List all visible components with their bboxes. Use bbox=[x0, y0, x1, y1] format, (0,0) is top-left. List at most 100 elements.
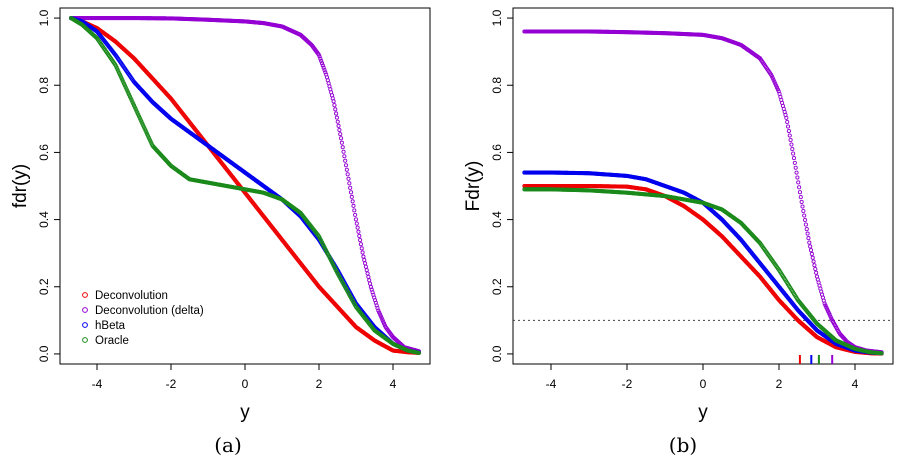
series-oracle bbox=[522, 187, 884, 356]
legend-marker bbox=[82, 337, 88, 343]
data-point bbox=[796, 180, 801, 185]
data-point bbox=[798, 195, 803, 200]
data-point bbox=[361, 254, 366, 259]
x-tick-label: 2 bbox=[316, 377, 323, 391]
panel-caption: (a) bbox=[214, 433, 242, 457]
y-tick-label: 0.2 bbox=[490, 278, 504, 295]
data-point bbox=[795, 175, 800, 180]
data-point bbox=[338, 132, 343, 137]
data-point bbox=[364, 268, 369, 273]
data-point bbox=[786, 124, 791, 129]
data-point bbox=[323, 70, 328, 75]
y-tick-label: 1.0 bbox=[37, 9, 51, 26]
legend-label: Oracle bbox=[95, 335, 129, 347]
data-point bbox=[797, 190, 803, 195]
data-point bbox=[333, 107, 338, 112]
y-tick-label: 0.6 bbox=[37, 144, 51, 161]
data-point bbox=[353, 212, 358, 217]
data-point bbox=[802, 213, 807, 218]
data-point bbox=[790, 147, 795, 152]
x-tick-label: -4 bbox=[546, 377, 557, 391]
data-point bbox=[803, 218, 808, 223]
data-point bbox=[799, 199, 804, 205]
data-point bbox=[803, 222, 808, 227]
legend-marker bbox=[82, 292, 88, 298]
data-point bbox=[340, 145, 345, 150]
legend-marker bbox=[82, 307, 88, 313]
y-axis-label: Fdr(y) bbox=[463, 161, 484, 212]
data-point bbox=[348, 190, 354, 195]
data-point bbox=[814, 270, 819, 275]
data-point bbox=[332, 103, 337, 108]
data-point bbox=[349, 194, 354, 199]
data-point bbox=[786, 128, 791, 134]
data-point bbox=[345, 172, 350, 177]
data-point bbox=[358, 238, 363, 243]
data-point bbox=[363, 264, 368, 269]
data-point bbox=[788, 137, 793, 143]
legend-label: Deconvolution (delta) bbox=[95, 305, 204, 317]
data-point bbox=[348, 185, 353, 190]
legend-label: hBeta bbox=[95, 320, 126, 332]
x-tick-label: 4 bbox=[852, 377, 859, 391]
data-point bbox=[366, 274, 371, 279]
y-tick-label: 1.0 bbox=[490, 9, 504, 26]
legend: Deconvolution Deconvolution (delta) hBeta O… bbox=[82, 290, 204, 347]
data-point bbox=[362, 257, 367, 263]
legend-label: Deconvolution bbox=[95, 290, 168, 302]
data-point bbox=[805, 231, 810, 236]
series-oracle bbox=[69, 16, 421, 355]
data-point bbox=[365, 271, 370, 276]
data-point bbox=[416, 350, 421, 355]
data-point bbox=[789, 142, 794, 147]
data-point bbox=[806, 236, 811, 241]
data-point bbox=[319, 61, 325, 66]
data-point bbox=[344, 167, 349, 172]
x-tick-label: 0 bbox=[700, 377, 707, 391]
data-point bbox=[336, 123, 341, 128]
data-point bbox=[367, 281, 373, 286]
y-tick-label: 0.2 bbox=[37, 278, 51, 295]
data-point bbox=[359, 246, 364, 251]
x-axis-label: y bbox=[698, 402, 708, 423]
data-point bbox=[352, 208, 357, 213]
data-point bbox=[804, 227, 809, 232]
series-deconvolution-delta- bbox=[522, 29, 884, 355]
data-point bbox=[801, 208, 806, 214]
data-point bbox=[809, 251, 814, 257]
panel-caption: (b) bbox=[669, 433, 697, 457]
y-tick-label: 0.4 bbox=[37, 211, 51, 228]
data-point bbox=[355, 225, 360, 230]
x-tick-label: 0 bbox=[242, 377, 249, 391]
data-point bbox=[334, 111, 339, 116]
data-point bbox=[351, 203, 356, 208]
data-point bbox=[339, 140, 344, 145]
data-point bbox=[343, 163, 349, 168]
data-point bbox=[334, 115, 339, 120]
x-axis-label: y bbox=[240, 402, 250, 423]
data-point bbox=[331, 99, 336, 104]
data-point bbox=[342, 154, 347, 159]
data-point bbox=[811, 259, 816, 264]
data-point bbox=[343, 158, 348, 163]
y-tick-label: 0.0 bbox=[37, 345, 51, 362]
x-tick-label: -2 bbox=[166, 377, 177, 391]
data-point bbox=[810, 255, 815, 260]
x-tick-label: -4 bbox=[92, 377, 103, 391]
data-point bbox=[792, 160, 797, 165]
data-point bbox=[813, 266, 818, 272]
data-point bbox=[357, 233, 362, 238]
data-point bbox=[363, 261, 368, 266]
data-point bbox=[356, 229, 361, 234]
data-point bbox=[784, 115, 789, 120]
data-point bbox=[808, 244, 813, 249]
data-point bbox=[346, 176, 351, 181]
data-point bbox=[350, 199, 355, 204]
x-tick-label: -2 bbox=[622, 377, 633, 391]
series-hbeta bbox=[522, 170, 884, 356]
data-point bbox=[793, 165, 798, 170]
data-point bbox=[360, 250, 365, 255]
data-point bbox=[358, 242, 363, 247]
data-point bbox=[797, 185, 802, 190]
